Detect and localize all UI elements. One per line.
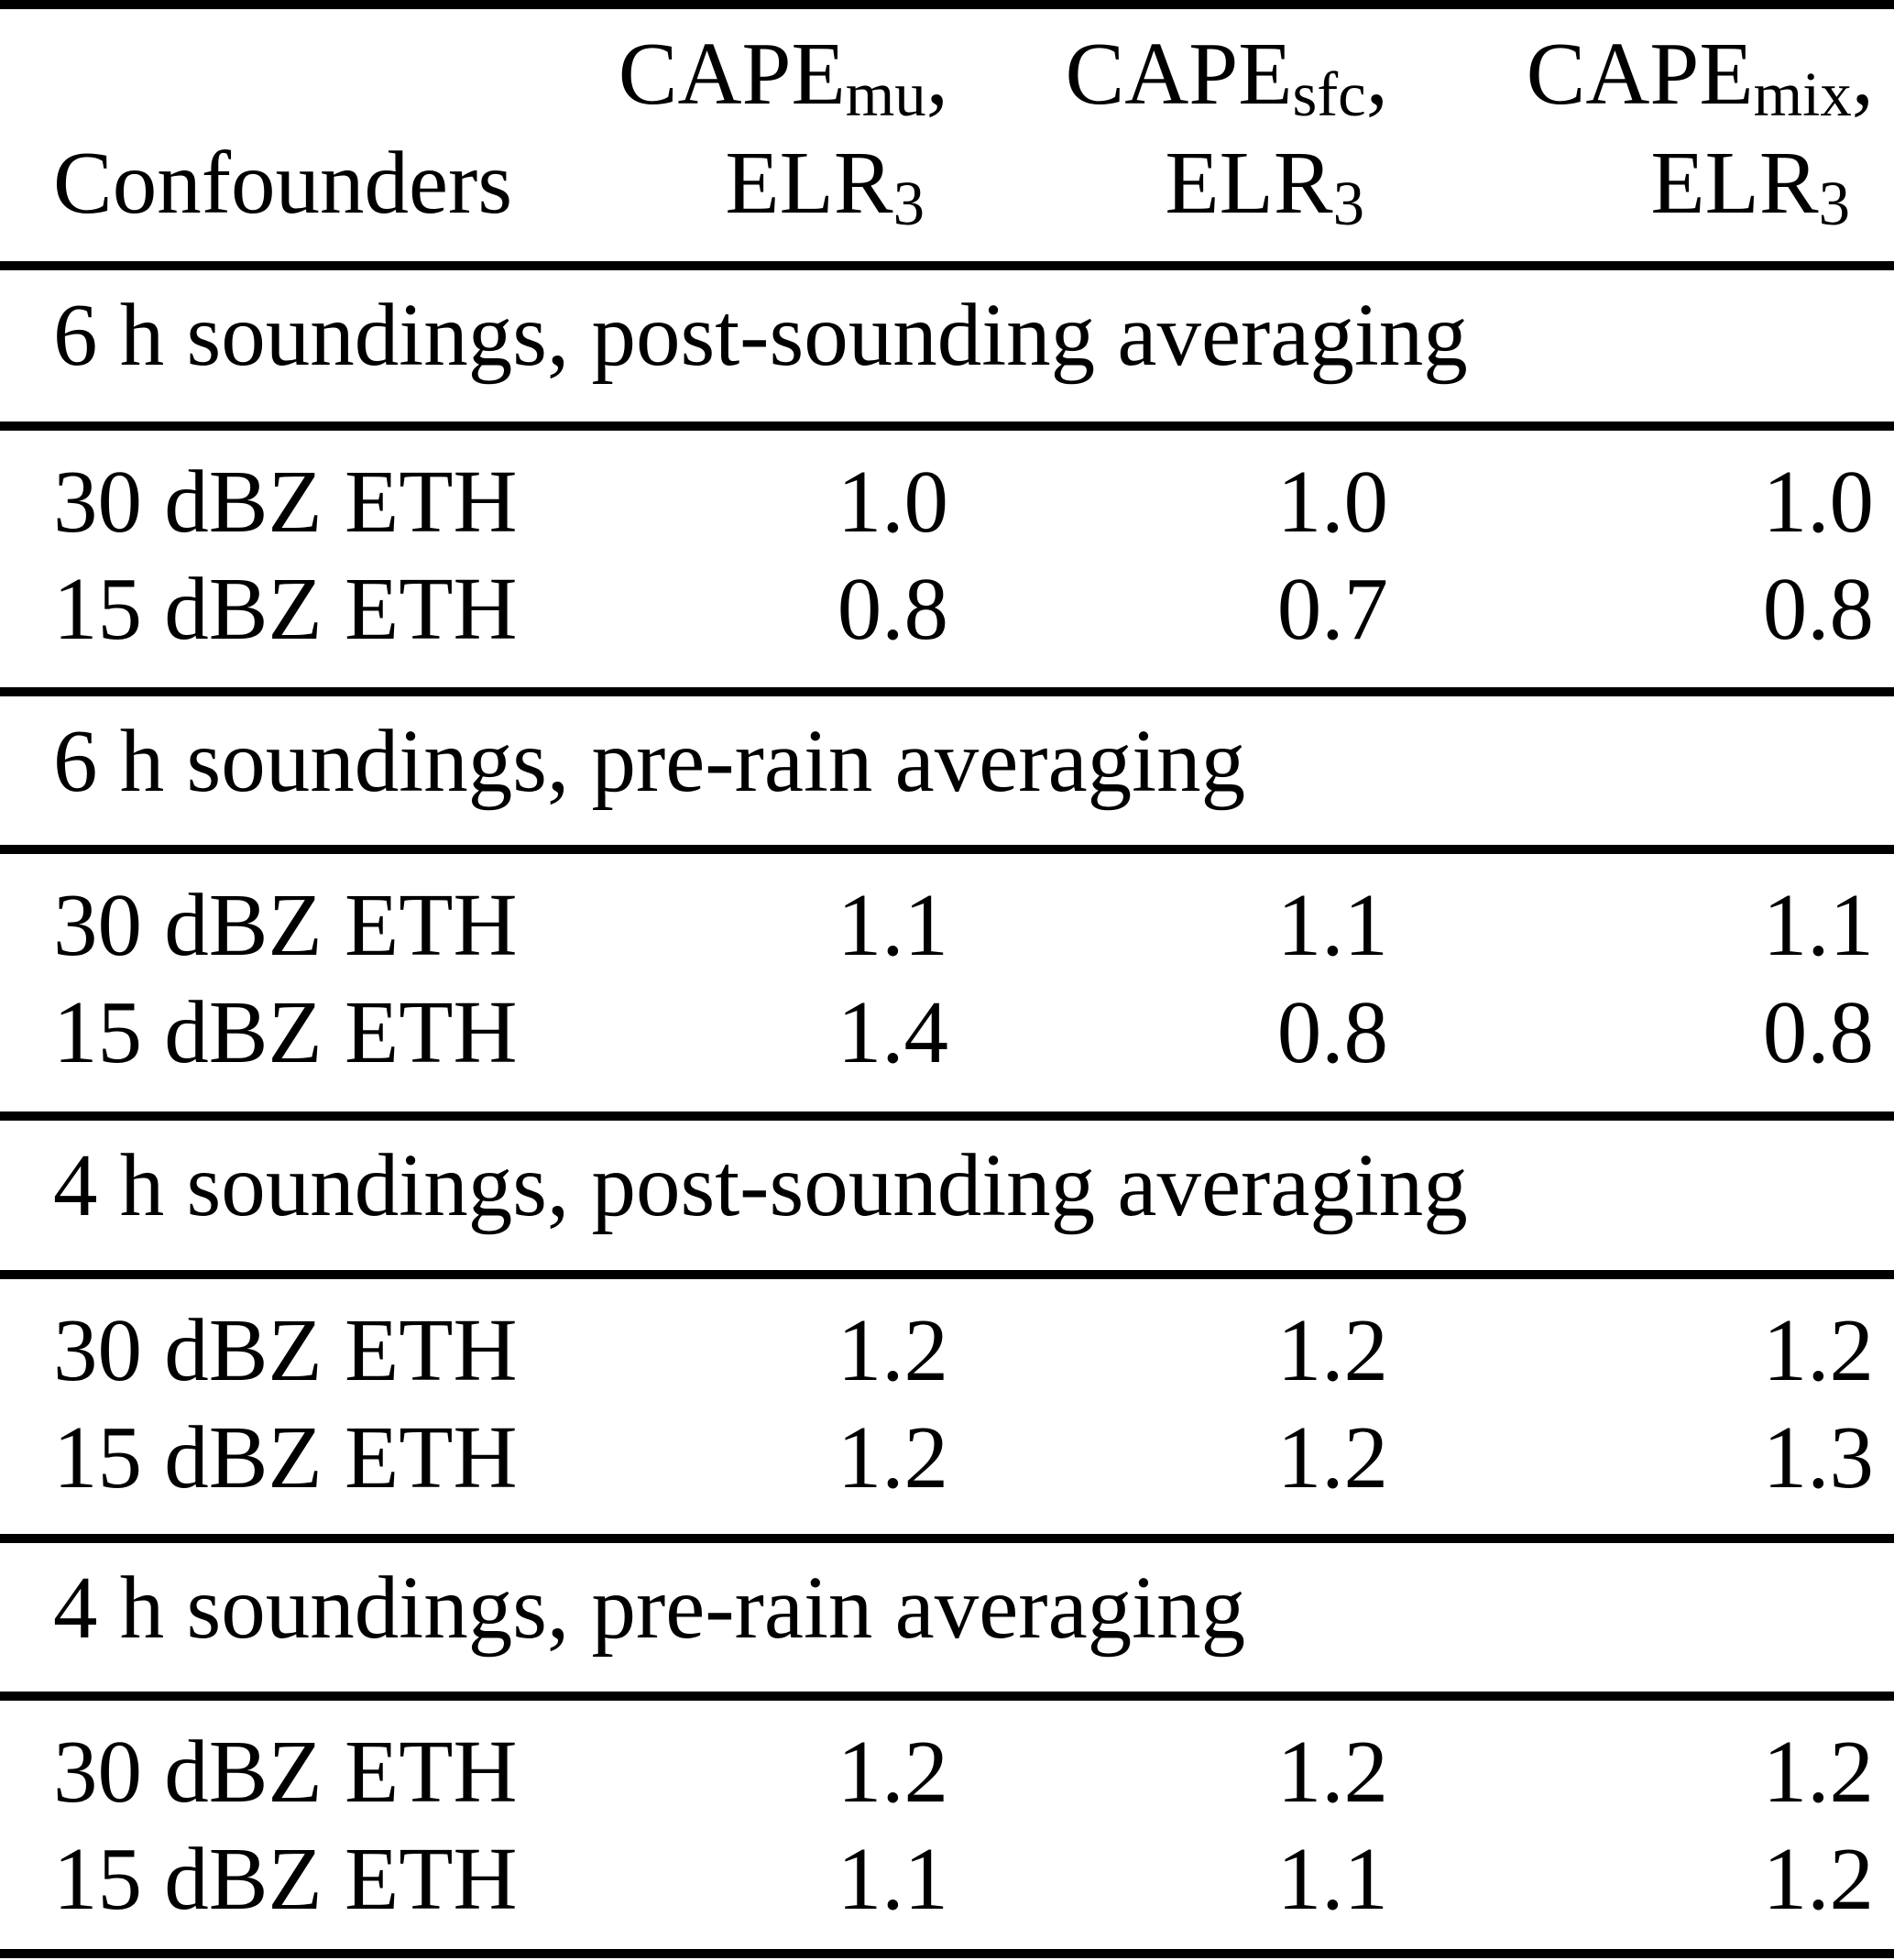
value-cell: 1.2: [1762, 1723, 1874, 1821]
value-cell: 1.1: [837, 1830, 948, 1928]
section-title: 6 h soundings, pre-rain averaging: [53, 712, 1246, 810]
col-header-elr3-mu: ELR3: [725, 134, 925, 239]
row-label: 15 dBZ ETH: [53, 1830, 518, 1928]
row-label: 30 dBZ ETH: [53, 1723, 518, 1821]
value-cell: 1.1: [837, 876, 948, 974]
table-row: 30 dBZ ETH 1.2 1.2 1.2: [0, 1727, 1894, 1816]
subscript: mu: [845, 60, 926, 130]
value-cell: 1.3: [1762, 1408, 1874, 1506]
section-title: 4 h soundings, pre-rain averaging: [53, 1559, 1246, 1657]
value-cell: 1.1: [1276, 1830, 1388, 1928]
subscript: 3: [892, 169, 925, 239]
subscript: 3: [1332, 169, 1364, 239]
row-label: 30 dBZ ETH: [53, 876, 518, 974]
section-title: 6 h soundings, post-sounding averaging: [53, 286, 1468, 384]
value-cell: 1.0: [1762, 453, 1874, 551]
value-cell: 0.7: [1276, 560, 1388, 658]
section-title: 4 h soundings, post-sounding averaging: [53, 1136, 1468, 1234]
table-row: 30 dBZ ETH 1.2 1.2 1.2: [0, 1306, 1894, 1395]
rule-below-section-1-title: [0, 422, 1894, 431]
value-cell: 1.1: [1276, 876, 1388, 974]
rule-above-section-2: [0, 687, 1894, 696]
row-label: 30 dBZ ETH: [53, 453, 518, 551]
col-header-confounders: Confounders: [53, 134, 513, 232]
col-header-elr3-sfc: ELR3: [1165, 134, 1364, 239]
value-cell: 1.0: [1276, 453, 1388, 551]
value-cell: 1.2: [1276, 1408, 1388, 1506]
rule-below-section-2-title: [0, 845, 1894, 854]
rule-below-section-4-title: [0, 1692, 1894, 1701]
value-cell: 1.2: [837, 1408, 948, 1506]
table-row: 30 dBZ ETH 1.0 1.0 1.0: [0, 457, 1894, 546]
header-row-elr: Confounders ELR3 ELR3 ELR3: [0, 134, 1894, 239]
subscript: sfc: [1292, 60, 1366, 130]
subscript: 3: [1818, 169, 1850, 239]
value-cell: 1.4: [837, 983, 948, 1081]
row-label: 30 dBZ ETH: [53, 1301, 518, 1399]
row-label: 15 dBZ ETH: [53, 1408, 518, 1506]
col-header-cape-sfc: CAPEsfc,: [1065, 25, 1389, 130]
rule-above-section-3: [0, 1111, 1894, 1121]
col-header-elr3-mix: ELR3: [1650, 134, 1850, 239]
table-row: 30 dBZ ETH 1.1 1.1 1.1: [0, 881, 1894, 969]
subscript: mix: [1753, 60, 1852, 130]
table-row: 15 dBZ ETH 1.2 1.2 1.3: [0, 1413, 1894, 1502]
row-label: 15 dBZ ETH: [53, 983, 518, 1081]
header-spacer: [0, 29, 513, 118]
rule-below-header: [0, 261, 1894, 270]
value-cell: 0.8: [837, 560, 948, 658]
value-cell: 1.0: [837, 453, 948, 551]
value-cell: 0.8: [1276, 983, 1388, 1081]
table-row: 15 dBZ ETH 0.8 0.7 0.8: [0, 564, 1894, 653]
rule-below-section-3-title: [0, 1270, 1894, 1279]
col-header-cape-mu: CAPEmu,: [618, 25, 948, 130]
value-cell: 1.1: [1762, 876, 1874, 974]
row-label: 15 dBZ ETH: [53, 560, 518, 658]
value-cell: 1.2: [1762, 1830, 1874, 1928]
table-row: 15 dBZ ETH 1.1 1.1 1.2: [0, 1834, 1894, 1923]
value-cell: 1.2: [837, 1723, 948, 1821]
value-cell: 0.8: [1762, 983, 1874, 1081]
value-cell: 1.2: [1276, 1723, 1388, 1821]
value-cell: 1.2: [837, 1301, 948, 1399]
rule-bottom: [0, 1949, 1894, 1958]
rule-above-section-4: [0, 1534, 1894, 1543]
rule-top: [0, 0, 1894, 9]
col-header-cape-mix: CAPEmix,: [1526, 25, 1874, 130]
header-row-cape: CAPEmu, CAPEsfc, CAPEmix,: [0, 25, 1894, 130]
value-cell: 1.2: [1762, 1301, 1874, 1399]
value-cell: 0.8: [1762, 560, 1874, 658]
table-row: 15 dBZ ETH 1.4 0.8 0.8: [0, 988, 1894, 1077]
value-cell: 1.2: [1276, 1301, 1388, 1399]
